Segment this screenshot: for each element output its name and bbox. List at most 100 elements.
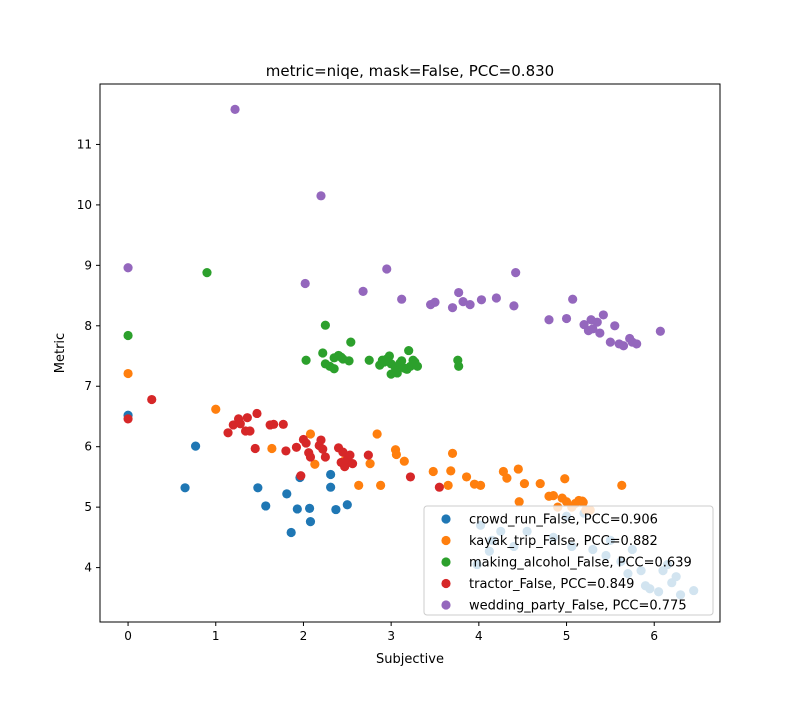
data-point	[655, 326, 665, 336]
y-ticks: 4 5 6 7 8 9 10 11	[77, 137, 100, 575]
data-point	[223, 428, 233, 438]
data-point	[190, 441, 201, 451]
data-point	[544, 315, 554, 325]
data-point	[399, 456, 409, 466]
data-point	[329, 364, 339, 374]
data-point	[605, 337, 615, 347]
data-point	[326, 469, 336, 480]
y-tick-label: 9	[84, 258, 92, 272]
data-point	[291, 442, 302, 452]
data-point	[384, 351, 394, 361]
data-point	[447, 303, 458, 313]
data-point	[376, 480, 386, 490]
x-tick-label: 0	[124, 629, 132, 643]
legend-entries: crowd_run_False, PCC=0.906 kayak_trip_Fal…	[441, 513, 692, 614]
data-point	[519, 478, 530, 489]
data-point	[123, 368, 133, 379]
data-point	[296, 471, 306, 481]
data-point	[305, 517, 316, 527]
data-point	[180, 483, 190, 493]
data-point	[491, 293, 501, 303]
y-tick-label: 4	[84, 561, 92, 575]
data-point	[242, 413, 252, 423]
data-point	[595, 328, 605, 338]
data-point	[301, 355, 311, 365]
data-point	[458, 297, 468, 307]
data-point	[304, 503, 315, 513]
data-point	[305, 452, 316, 462]
x-tick-label: 5	[563, 629, 571, 643]
data-point	[346, 337, 356, 347]
data-point	[397, 294, 407, 304]
data-point	[447, 448, 458, 458]
data-point	[318, 444, 328, 454]
x-tick-label: 4	[475, 629, 483, 643]
data-point	[592, 317, 602, 327]
data-point	[430, 297, 440, 307]
data-point	[342, 500, 352, 510]
data-point	[345, 450, 355, 460]
data-point	[511, 268, 521, 278]
data-point	[392, 368, 402, 378]
data-point	[568, 294, 578, 304]
y-tick-label: 6	[84, 440, 92, 454]
legend-box	[423, 505, 714, 616]
x-ticks: 0 1 2 3 4 5 6	[124, 622, 658, 643]
data-point	[253, 483, 263, 493]
legend-marker	[441, 535, 451, 546]
y-tick-label: 11	[77, 137, 92, 151]
data-point	[535, 478, 545, 489]
data-point	[123, 330, 133, 341]
data-point	[475, 480, 486, 490]
y-tick-label: 5	[84, 500, 92, 514]
data-point	[300, 278, 310, 289]
legend: crowd_run_False, PCC=0.906 kayak_trip_Fal…	[423, 505, 714, 616]
data-point	[245, 426, 255, 436]
data-point	[454, 361, 464, 371]
data-point	[338, 447, 348, 457]
data-point	[391, 449, 402, 460]
data-point	[267, 443, 277, 454]
data-point	[461, 472, 472, 482]
data-point	[269, 419, 279, 429]
data-point	[363, 450, 373, 460]
data-point	[372, 429, 382, 439]
data-point	[513, 464, 523, 474]
data-point	[588, 324, 598, 334]
data-point	[404, 345, 414, 356]
data-point	[235, 419, 245, 429]
data-point	[578, 497, 588, 507]
y-tick-label: 10	[77, 198, 92, 212]
data-point	[347, 459, 358, 469]
data-point	[476, 295, 487, 305]
data-point	[340, 462, 350, 472]
data-point	[358, 286, 368, 296]
x-axis-label: Subjective	[376, 652, 444, 667]
data-point	[434, 482, 444, 492]
legend-marker	[441, 514, 451, 524]
data-point	[202, 268, 212, 278]
data-point	[331, 504, 341, 515]
data-point	[316, 191, 326, 201]
data-point	[123, 414, 133, 424]
data-point	[632, 339, 642, 349]
data-point	[446, 466, 456, 476]
data-point	[598, 310, 608, 320]
legend-label: kayak_trip_False, PCC=0.882	[469, 534, 658, 549]
data-point	[318, 348, 328, 358]
y-tick-label: 8	[84, 319, 92, 333]
legend-label: tractor_False, PCC=0.849	[469, 577, 634, 592]
data-point	[310, 459, 320, 469]
data-point	[286, 527, 296, 538]
data-point	[305, 429, 316, 439]
data-point	[278, 419, 288, 429]
data-point	[250, 443, 260, 454]
legend-marker	[441, 600, 451, 610]
data-point	[292, 504, 302, 514]
plot-frame	[99, 83, 721, 623]
data-point	[514, 497, 524, 507]
data-point	[282, 489, 292, 499]
data-point	[320, 452, 330, 462]
data-point	[548, 491, 558, 501]
